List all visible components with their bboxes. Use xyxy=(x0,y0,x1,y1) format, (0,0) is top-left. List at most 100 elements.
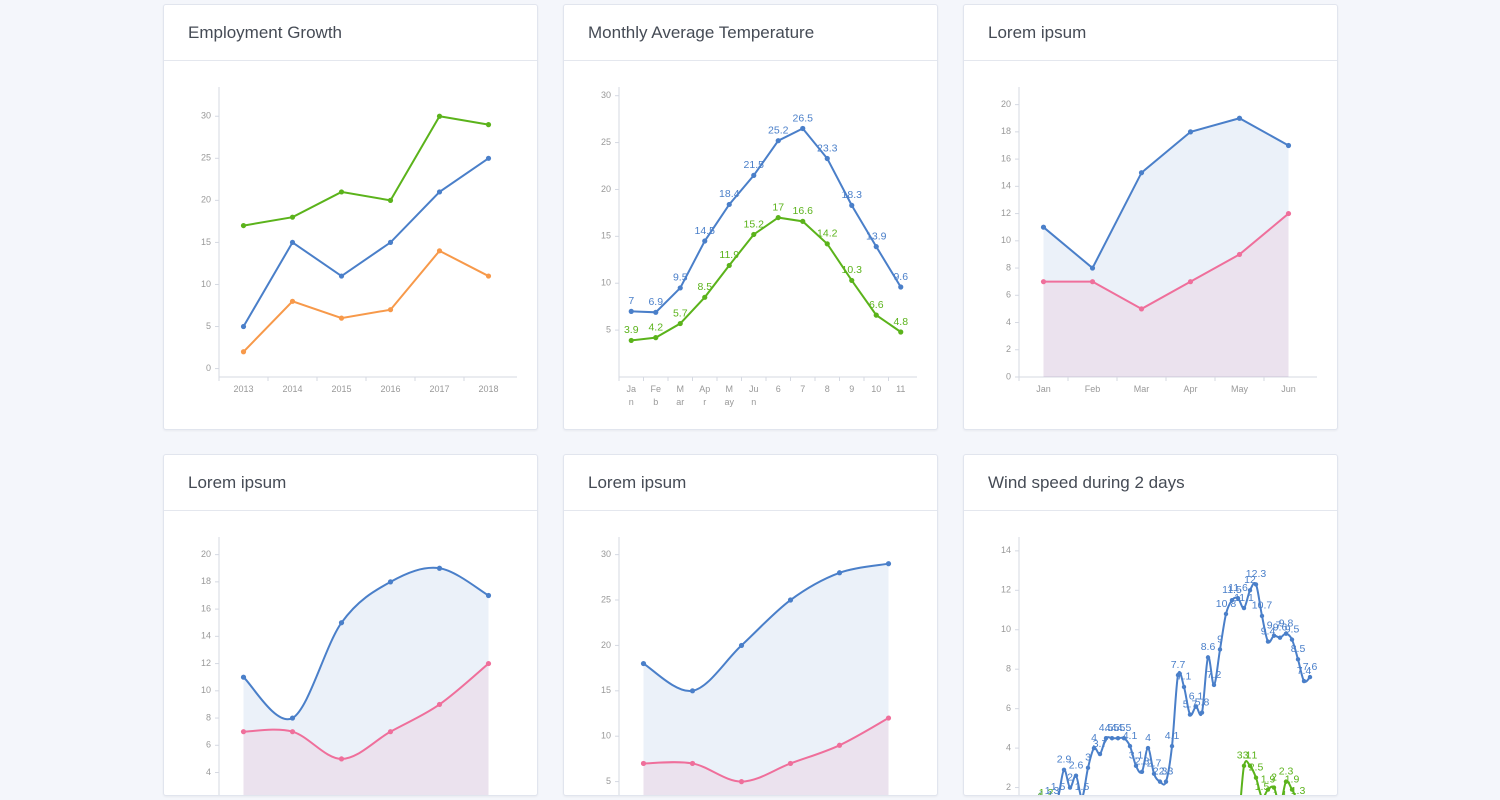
point xyxy=(751,231,757,238)
point xyxy=(485,660,492,667)
y-tick-label: 6 xyxy=(206,740,211,750)
y-tick-label: 10 xyxy=(601,278,611,288)
point xyxy=(836,742,843,748)
point xyxy=(1138,170,1145,176)
y-tick-label: 25 xyxy=(601,594,611,604)
point xyxy=(1236,115,1243,121)
point xyxy=(1235,596,1241,601)
point xyxy=(289,715,296,721)
x-tick-label: 10 xyxy=(871,384,882,394)
data-label: 1.3 xyxy=(1045,785,1060,795)
data-label: 7.2 xyxy=(1207,669,1222,681)
point xyxy=(485,122,492,128)
x-tick-label: Jan xyxy=(1036,384,1051,394)
point xyxy=(1247,588,1253,593)
y-tick-label: 4 xyxy=(1006,317,1011,327)
y-tick-label: 10 xyxy=(201,685,211,695)
area xyxy=(643,563,889,795)
card-title: Lorem ipsum xyxy=(564,455,937,511)
point xyxy=(1271,785,1277,790)
point xyxy=(338,315,345,321)
data-label: 8.6 xyxy=(1201,641,1216,653)
y-tick-label: 20 xyxy=(1001,99,1011,109)
point xyxy=(1229,597,1235,603)
y-tick-label: 8 xyxy=(1006,664,1011,674)
data-label: 4 xyxy=(1091,732,1097,744)
y-tick-label: 5 xyxy=(206,321,211,331)
line xyxy=(242,249,489,353)
point xyxy=(898,329,904,335)
x-tick-label: Apr xyxy=(699,384,711,407)
point xyxy=(485,592,492,599)
data-label: 2 xyxy=(1067,771,1073,783)
y-tick-label: 16 xyxy=(1001,153,1011,163)
y-tick-label: 12 xyxy=(1001,585,1011,595)
point xyxy=(836,570,843,576)
point xyxy=(898,284,904,290)
data-label: 16.6 xyxy=(793,205,814,217)
point xyxy=(1289,637,1295,642)
data-label: 9.5 xyxy=(1285,623,1300,635)
line xyxy=(631,216,902,342)
y-tick-label: 0 xyxy=(206,363,211,373)
point xyxy=(1277,635,1283,640)
data-label: 12.3 xyxy=(1246,568,1267,580)
point xyxy=(387,197,394,203)
point xyxy=(1097,751,1103,757)
card-title: Wind speed during 2 days xyxy=(964,455,1337,511)
y-tick-label: 12 xyxy=(201,658,211,668)
data-label: 15.2 xyxy=(744,218,765,230)
card: Employment Growth 0 5 10 15 20 25 30 2013 2014 201… xyxy=(163,4,538,430)
point xyxy=(1211,682,1217,688)
area xyxy=(643,718,889,795)
point xyxy=(1205,655,1211,660)
point xyxy=(1169,743,1175,749)
area xyxy=(1043,213,1289,377)
data-label: 3.1 xyxy=(1243,750,1258,762)
y-tick-label: 30 xyxy=(201,111,211,121)
point xyxy=(738,642,745,649)
point xyxy=(387,239,394,246)
data-label: 2.3 xyxy=(1153,765,1168,777)
y-tick-label: 14 xyxy=(1001,545,1011,555)
data-label: 1.5 xyxy=(1255,781,1270,793)
point xyxy=(1283,631,1289,636)
data-label: 9.6 xyxy=(893,271,908,283)
data-label: 8.5 xyxy=(697,281,712,293)
y-tick-label: 6 xyxy=(1006,290,1011,300)
y-tick-label: 8 xyxy=(1006,262,1011,272)
point xyxy=(436,565,443,571)
x-tick-label: 6 xyxy=(775,384,781,394)
y-tick-label: 10 xyxy=(1001,624,1011,634)
data-label: 25.2 xyxy=(768,124,789,136)
point xyxy=(702,238,708,244)
y-tick-label: 10 xyxy=(201,279,211,289)
data-label: 8.5 xyxy=(1291,643,1306,655)
x-tick-label: 11 xyxy=(896,384,906,394)
data-label: 0.9 xyxy=(1027,793,1042,795)
point xyxy=(1139,769,1145,774)
point xyxy=(640,760,647,767)
y-tick-label: 30 xyxy=(601,549,611,559)
point xyxy=(1265,787,1271,792)
y-tick-label: 18 xyxy=(1001,126,1011,136)
point xyxy=(338,189,345,195)
x-tick-label: Apr xyxy=(1183,384,1198,394)
point xyxy=(873,244,879,250)
y-tick-label: 0 xyxy=(1006,371,1011,381)
x-tick-label: 2014 xyxy=(282,384,303,394)
data-label: 2.3 xyxy=(1159,765,1174,777)
y-tick-label: 2 xyxy=(1006,344,1011,354)
y-tick-label: 2 xyxy=(206,794,211,795)
point xyxy=(1307,674,1313,680)
line xyxy=(1042,117,1289,270)
point xyxy=(702,294,708,300)
point xyxy=(1253,775,1259,780)
point xyxy=(738,779,745,785)
x-tick-label: Jun xyxy=(1281,384,1296,394)
point xyxy=(689,688,696,694)
data-label: 4.5 xyxy=(1117,722,1132,734)
point xyxy=(1157,779,1163,784)
x-tick-label: 2018 xyxy=(478,384,499,394)
y-tick-label: 14 xyxy=(201,631,211,641)
